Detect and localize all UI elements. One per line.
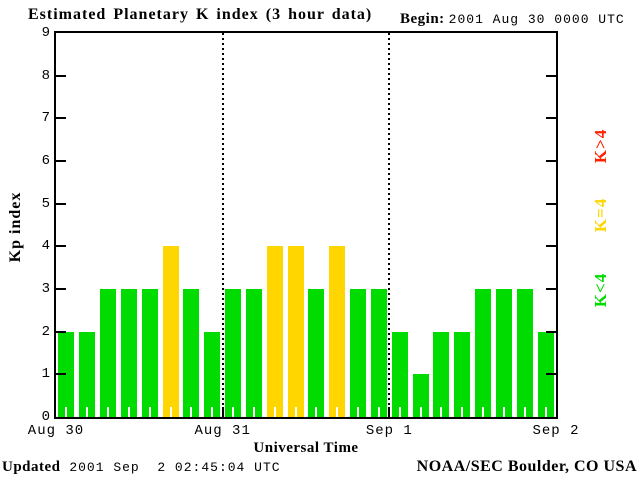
kp-bar [141,289,158,417]
y-axis-tick [546,288,556,290]
y-axis-tick [546,330,556,333]
kp-bar [225,289,242,417]
kp-bar [245,289,262,417]
y-axis-tick [546,117,556,120]
kp-bar [100,289,117,417]
y-axis-tick [56,202,66,205]
y-axis-tick [546,245,556,248]
kp-bar [433,332,450,417]
hour-tick-notch [419,407,422,417]
hour-tick-notch [377,407,380,417]
hour-tick-notch [65,407,68,417]
kp-bar [266,246,283,417]
x-tick-label: Aug 30 [27,423,85,439]
hour-tick-notch [357,407,360,417]
y-tick-label: 8 [41,67,50,84]
kp-bar [120,289,137,417]
legend-item: K<4 [591,272,610,308]
y-tick-label: 9 [41,25,50,41]
day-boundary-gridline [388,33,391,417]
kp-bar [495,289,512,417]
y-axis-tick [56,330,66,333]
hour-tick-notch [273,407,276,417]
hour-tick-notch [440,407,443,417]
kp-bar [58,332,75,417]
credit-text: NOAA/SEC Boulder, CO USA [416,458,637,475]
kp-bar [162,246,179,417]
begin-label: Begin: [400,11,445,27]
updated-timestamp: Updated 2001 Sep 2 02:45:04 UTC [2,458,281,476]
kp-bar [454,332,471,417]
hour-tick-notch [544,407,547,417]
y-tick-label: 4 [41,238,50,255]
kp-bar [370,289,387,417]
y-axis-tick [546,202,556,205]
hour-tick-notch [252,407,255,417]
day-boundary-tick [388,407,391,417]
kp-bar [79,332,96,417]
y-axis-tick [56,245,66,248]
hour-tick-notch [336,407,339,417]
kp-bar [329,246,346,417]
y-axis-tick [546,160,556,162]
y-tick-label: 7 [41,110,50,127]
kp-bar [412,374,429,417]
y-axis-tick [56,288,66,290]
hour-tick-notch [190,407,193,417]
hour-tick-notch [523,407,526,417]
kp-bar [308,289,325,417]
plot-area [56,33,556,417]
kp-bar [204,332,221,417]
chart-title: Estimated Planetary K index (3 hour data… [28,6,373,23]
y-axis-tick [56,117,66,120]
kp-bar [350,289,367,417]
day-boundary-gridline [221,33,224,417]
hour-tick-notch [232,407,235,417]
day-boundary-tick [221,407,224,417]
hour-tick-notch [127,407,130,417]
y-tick-label: 6 [41,153,50,169]
x-tick-label: Sep 1 [365,423,413,439]
hour-tick-notch [294,407,297,417]
x-axis-title: Universal Time [253,440,359,456]
y-axis-tick [56,160,66,162]
begin-timestamp: Begin: 2001 Aug 30 0000 UTC [400,10,625,28]
x-tick-label: Aug 31 [194,423,251,439]
legend-item: K>4 [591,128,610,164]
kp-bar [287,246,304,417]
kp-bar [537,332,554,417]
hour-tick-notch [482,407,485,417]
kp-bar [183,289,200,417]
updated-value: 2001 Sep 2 02:45:04 UTC [60,460,281,475]
x-tick-label: Sep 2 [532,423,580,439]
legend-item: K=4 [591,197,610,233]
y-tick-label: 5 [41,195,50,212]
y-axis-tick [56,373,66,376]
y-tick-label: 0 [41,409,50,425]
hour-tick-notch [315,407,318,417]
y-axis-title: Kp index [7,191,24,263]
y-axis-tick [56,74,66,77]
hour-tick-notch [461,407,464,417]
y-tick-label: 2 [41,323,50,340]
hour-tick-notch [398,407,401,417]
hour-tick-notch [169,407,172,417]
hour-tick-notch [107,407,110,417]
kp-bar [516,289,533,417]
y-tick-label: 3 [41,281,50,297]
plot-frame [54,31,558,419]
hour-tick-notch [502,407,505,417]
y-axis-tick [546,373,556,376]
y-axis-tick [546,74,556,77]
updated-label: Updated [2,459,61,475]
hour-tick-notch [148,407,151,417]
hour-tick-notch [211,407,214,417]
begin-value: 2001 Aug 30 0000 UTC [448,12,625,27]
kp-bar [475,289,492,417]
kp-bar [391,332,408,417]
y-tick-label: 1 [41,366,50,383]
hour-tick-notch [86,407,89,417]
